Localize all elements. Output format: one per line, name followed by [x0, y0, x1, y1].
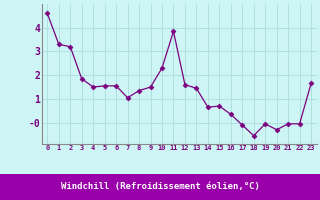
Text: Windchill (Refroidissement éolien,°C): Windchill (Refroidissement éolien,°C)	[60, 182, 260, 192]
